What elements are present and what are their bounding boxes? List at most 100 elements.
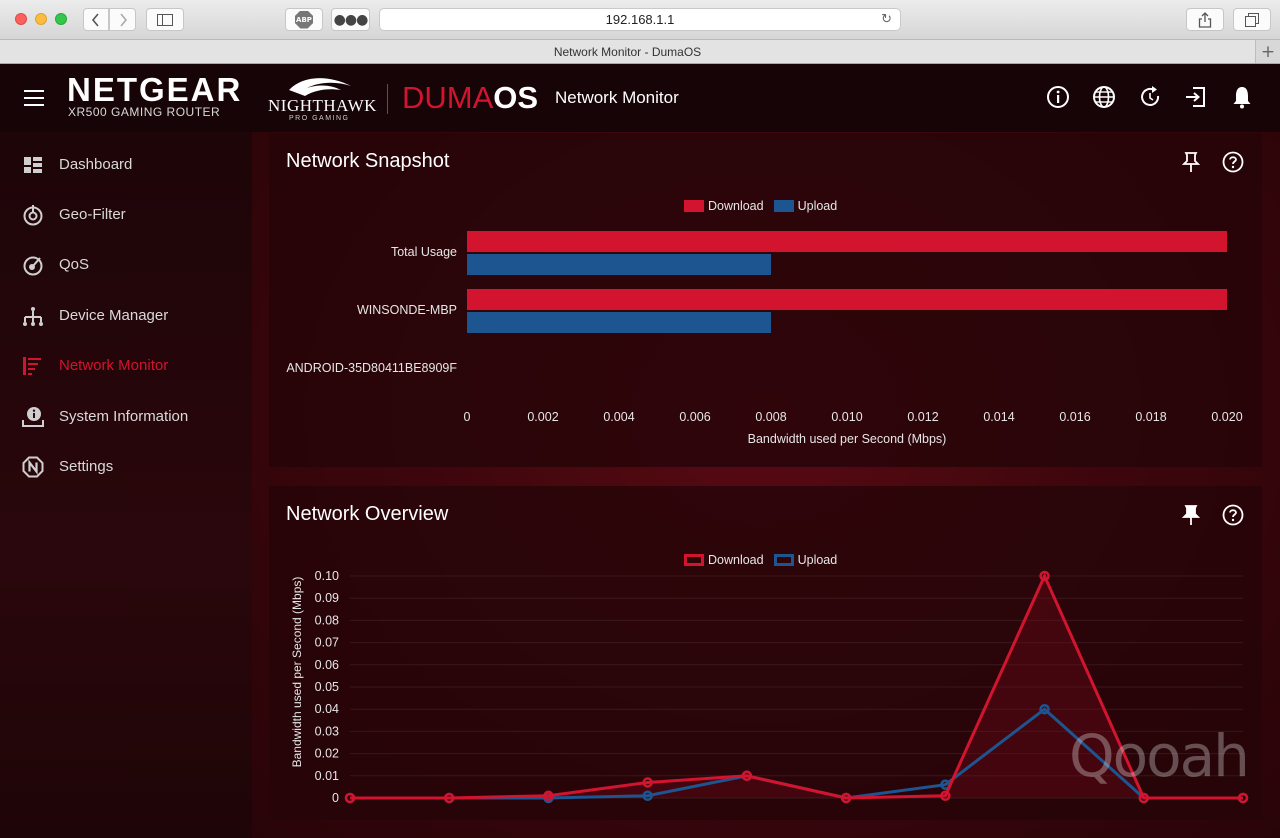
back-button[interactable] — [83, 8, 109, 31]
sidebar-item-label: Network Monitor — [59, 357, 169, 374]
qos-icon — [23, 256, 43, 276]
network-monitor-icon — [23, 357, 41, 375]
x-tick-label: 0.006 — [679, 410, 710, 424]
chevron-left-icon — [91, 12, 99, 27]
data-point-upload — [642, 790, 653, 802]
data-point-download — [344, 792, 356, 804]
bar-download — [467, 231, 1227, 252]
tab-bar: Network Monitor - DumaOS + — [0, 40, 1280, 64]
snapshot-bar-chart: Total Usage WINSONDE-MBP ANDROID-35D80411B… — [286, 231, 1243, 446]
sidebar-item-geo-filter[interactable]: Geo-Filter — [0, 195, 252, 235]
sidebar-item-label: Geo-Filter — [59, 206, 126, 223]
y-tick-label: 0 — [332, 791, 339, 805]
refresh-icon[interactable] — [1137, 84, 1163, 110]
menu-icon[interactable] — [24, 90, 44, 106]
x-tick-label: 0.018 — [1135, 410, 1166, 424]
sidebar-toggle-button[interactable] — [146, 8, 184, 31]
sidebar-item-label: Dashboard — [59, 156, 133, 173]
legend-label-download[interactable]: Download — [708, 199, 764, 213]
logout-icon[interactable] — [1183, 84, 1209, 110]
help-icon[interactable] — [1222, 151, 1244, 173]
nighthawk-logo-icon — [289, 78, 351, 96]
pro-gaming-text: PRO GAMING — [289, 115, 350, 122]
sidebar-item-settings[interactable]: Settings — [0, 447, 252, 487]
router-model: XR500 GAMING ROUTER — [68, 105, 221, 119]
y-axis-title: Bandwidth used per Second (Mbps) — [290, 577, 304, 768]
y-tick-label: 0.07 — [315, 636, 339, 650]
system-info-icon — [22, 407, 44, 427]
data-point-download — [1039, 570, 1050, 582]
x-axis-title: Bandwidth used per Second (Mbps) — [748, 432, 947, 446]
tabs-overview-button[interactable] — [1233, 8, 1271, 31]
bell-icon[interactable] — [1229, 84, 1255, 110]
legend-label-download[interactable]: Download — [708, 553, 764, 567]
pin-icon[interactable] — [1180, 151, 1202, 173]
legend-swatch-upload[interactable] — [773, 554, 794, 566]
tab-active[interactable]: Network Monitor - DumaOS — [0, 40, 1256, 63]
sidebar-item-label: QoS — [59, 256, 90, 273]
globe-icon[interactable] — [1091, 84, 1117, 110]
data-point-download — [840, 792, 852, 804]
header-divider — [387, 84, 388, 114]
network-snapshot-card: Network Snapshot Download Upload Total U… — [269, 133, 1262, 467]
sidebar-item-label: Device Manager — [59, 307, 169, 324]
y-tick-label: 0.04 — [315, 702, 339, 716]
close-window-button[interactable] — [15, 13, 27, 25]
y-tick-label: 0.09 — [315, 591, 339, 605]
x-tick-label: 0.016 — [1059, 410, 1090, 424]
sidebar-item-label: Settings — [59, 458, 114, 475]
nighthawk-text: NIGHTHAWK — [268, 96, 377, 115]
legend-swatch-download[interactable] — [684, 554, 704, 566]
x-tick-label: 0.002 — [527, 410, 558, 424]
dots-icon: ●●● — [333, 11, 369, 28]
pin-icon[interactable] — [1180, 504, 1202, 526]
zoom-window-button[interactable] — [55, 13, 67, 25]
netgear-logo: NETGEAR — [67, 71, 243, 108]
network-overview-card: Network Overview Download Upload 0 0.01 0.… — [269, 486, 1262, 820]
sidebar-item-qos[interactable]: QoS — [0, 245, 252, 285]
legend-label-upload[interactable]: Upload — [797, 553, 838, 567]
extensions-button[interactable]: ●●● — [331, 8, 370, 31]
bar-upload — [467, 254, 771, 275]
sidebar: Dashboard Geo-Filter QoS Device Manager … — [0, 132, 252, 838]
legend-label-upload[interactable]: Upload — [797, 199, 838, 213]
x-tick-label: 0 — [464, 410, 471, 424]
y-tick-label: 0.03 — [315, 724, 339, 738]
bar-upload — [467, 312, 771, 333]
legend-swatch-download[interactable] — [684, 200, 704, 212]
sidebar-item-label: System Information — [59, 408, 189, 425]
data-point-download — [741, 770, 753, 782]
tab-title: Network Monitor - DumaOS — [553, 44, 702, 59]
x-tick-label: 0.004 — [603, 410, 634, 424]
legend-swatch-upload[interactable] — [773, 200, 794, 212]
info-icon[interactable] — [1045, 84, 1071, 110]
sidebar-item-system-information[interactable]: System Information — [0, 397, 252, 437]
minimize-window-button[interactable] — [35, 13, 47, 25]
card-title: Network Snapshot — [286, 150, 450, 172]
overview-line-chart: 0 0.01 0.02 0.03 0.04 0.05 0.06 0.07 0.08 0.09 0.1… — [290, 569, 1249, 805]
snapshot-legend: Download Upload — [684, 199, 837, 213]
y-tick-label: 0.06 — [315, 658, 339, 672]
watermark: Qooah — [1069, 722, 1250, 790]
share-icon — [1198, 11, 1212, 28]
y-tick-label: 0.05 — [315, 680, 339, 694]
data-point-download — [543, 790, 554, 802]
sidebar-item-network-monitor[interactable]: Network Monitor — [0, 346, 252, 386]
x-tick-label: 0.020 — [1211, 410, 1242, 424]
address-bar[interactable]: 192.168.1.1 ↻ — [379, 8, 901, 31]
x-tick-label: 0.012 — [907, 410, 938, 424]
sidebar-item-device-manager[interactable]: Device Manager — [0, 296, 252, 336]
new-tab-button[interactable]: + — [1260, 41, 1276, 62]
x-tick-label: 0.008 — [755, 410, 786, 424]
tabs-icon — [1245, 12, 1259, 27]
y-tick-label: 0.02 — [315, 747, 339, 761]
settings-icon — [22, 456, 44, 478]
data-point-download — [1138, 792, 1150, 804]
sidebar-item-dashboard[interactable]: Dashboard — [0, 145, 252, 185]
adblock-button[interactable]: ABP — [285, 8, 323, 31]
help-icon[interactable] — [1222, 504, 1244, 526]
dashboard-icon — [24, 157, 42, 173]
reload-icon[interactable]: ↻ — [881, 12, 892, 27]
forward-button[interactable] — [109, 8, 136, 31]
share-button[interactable] — [1186, 8, 1224, 31]
